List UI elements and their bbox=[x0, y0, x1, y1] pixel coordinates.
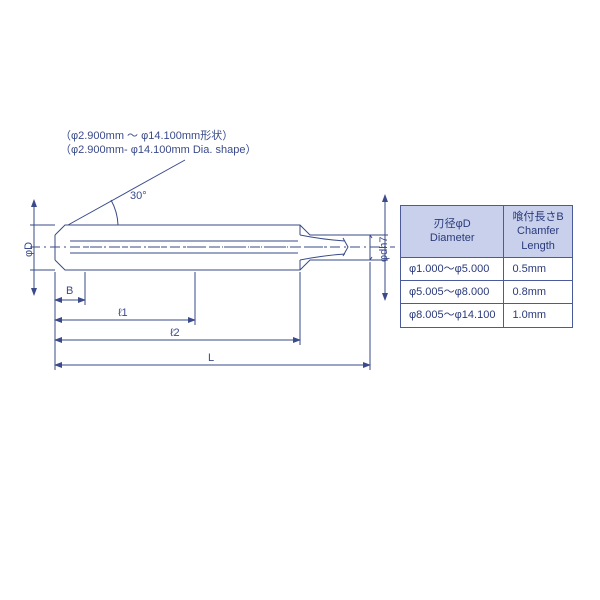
angle-label: 30° bbox=[130, 190, 147, 202]
table-row: φ5.005～φ8.000 0.8mm bbox=[401, 281, 573, 304]
phi-dh7-label: φdh7 bbox=[378, 237, 390, 263]
dim-l2-label: ℓ2 bbox=[170, 327, 180, 339]
phi-d-label: φD bbox=[23, 242, 35, 257]
col-diameter-header: 刃径φD Diameter bbox=[401, 206, 504, 258]
cell-dia: φ5.005～φ8.000 bbox=[401, 281, 504, 304]
chamfer-table: 刃径φD Diameter 喰付長さB Chamfer Length φ1.00… bbox=[400, 205, 573, 328]
col1-en: Diameter bbox=[430, 232, 475, 244]
table-row: φ8.005～φ14.100 1.0mm bbox=[401, 304, 573, 327]
cell-chamfer: 0.8mm bbox=[504, 281, 572, 304]
range-note-en: （φ2.900mm- φ14.100mm Dia. shape） bbox=[60, 141, 256, 157]
cell-dia: φ8.005～φ14.100 bbox=[401, 304, 504, 327]
dim-l1-label: ℓ1 bbox=[118, 307, 128, 319]
diagram-canvas: （φ2.900mm ～ φ14.100mm形状） （φ2.900mm- φ14.… bbox=[0, 0, 600, 600]
dim-b-label: B bbox=[66, 285, 73, 297]
col2-en2: Length bbox=[521, 240, 555, 252]
col2-jp: 喰付長さB bbox=[512, 211, 563, 223]
col-chamfer-header: 喰付長さB Chamfer Length bbox=[504, 206, 572, 258]
dim-L-label: L bbox=[208, 352, 214, 364]
cell-chamfer: 1.0mm bbox=[504, 304, 572, 327]
col1-jp: 刃径φD bbox=[434, 218, 471, 230]
col2-en1: Chamfer bbox=[517, 225, 559, 237]
cell-dia: φ1.000～φ5.000 bbox=[401, 257, 504, 280]
cell-chamfer: 0.5mm bbox=[504, 257, 572, 280]
table-row: φ1.000～φ5.000 0.5mm bbox=[401, 257, 573, 280]
